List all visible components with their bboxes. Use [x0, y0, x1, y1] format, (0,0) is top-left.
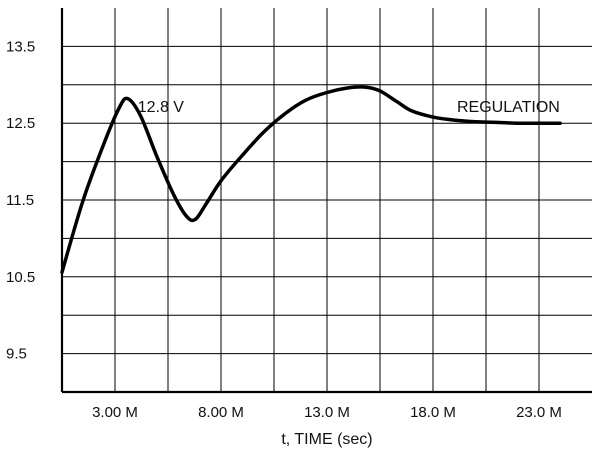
regulation-annotation: REGULATION [457, 99, 560, 116]
y-tick-label: 11.5 [6, 192, 34, 209]
x-tick-labels: 3.00 M 8.00 M 13.0 M 18.0 M 23.0 M [92, 404, 562, 421]
y-tick-label: 13.5 [6, 38, 35, 55]
x-tick-label: 13.0 M [304, 404, 350, 421]
peak-annotation: 12.8 V [138, 99, 185, 116]
y-tick-label: 10.5 [6, 269, 35, 286]
x-tick-label: 8.00 M [198, 404, 244, 421]
series-line [60, 85, 562, 274]
grid [62, 8, 592, 392]
y-tick-label: 9.5 [6, 346, 27, 363]
x-tick-label: 3.00 M [92, 404, 138, 421]
axes [60, 8, 592, 394]
x-tick-label: 23.0 M [516, 404, 562, 421]
x-axis-title: t, TIME (sec) [281, 431, 372, 448]
y-tick-labels: 9.5 10.5 11.5 12.5 13.5 [6, 38, 35, 362]
x-tick-label: 18.0 M [410, 404, 456, 421]
y-tick-label: 12.5 [6, 115, 35, 132]
